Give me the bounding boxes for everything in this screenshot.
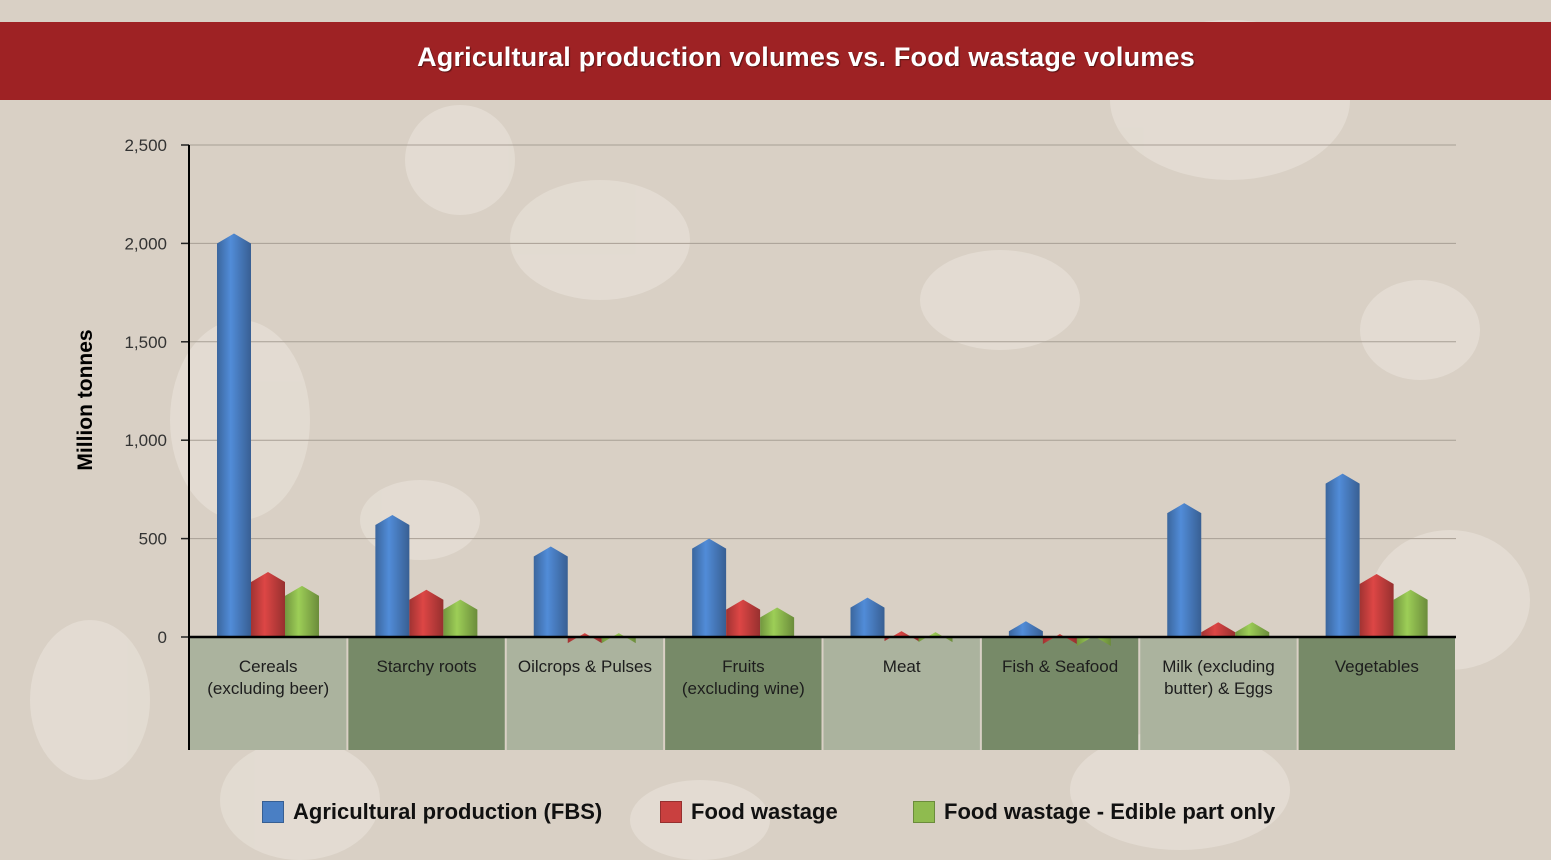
- chart-title: Agricultural production volumes vs. Food…: [417, 42, 1195, 72]
- category-panel: [981, 637, 1139, 750]
- legend-label-production: Agricultural production (FBS): [293, 799, 603, 824]
- category-panel: [665, 637, 822, 750]
- legend-swatch-edible-part: [913, 801, 935, 823]
- bar-food-wastage: [1201, 622, 1236, 637]
- bar-production: [850, 597, 885, 637]
- category-label: Cereals (excluding beer): [207, 657, 330, 698]
- bar-production: [1325, 473, 1360, 637]
- category-label: Milk (excluding butter) & Eggs: [1162, 657, 1275, 698]
- y-tick-label: 2,500: [124, 136, 167, 155]
- bar-production: [692, 538, 727, 637]
- category-label: Meat: [882, 657, 921, 676]
- bar-edible-part: [1076, 636, 1111, 647]
- y-tick-label: 0: [158, 628, 167, 647]
- bar-food-wastage: [726, 599, 761, 637]
- legend-label-food-wastage: Food wastage: [691, 799, 838, 824]
- y-tick-label: 1,500: [124, 333, 167, 352]
- category-panel: [1298, 637, 1455, 750]
- bar-edible-part: [1235, 622, 1270, 637]
- bar-edible-part: [760, 607, 795, 637]
- legend-label-edible-part: Food wastage - Edible part only: [944, 799, 1276, 824]
- bar-production: [1008, 621, 1043, 637]
- bar-edible-part: [1393, 589, 1428, 637]
- category-label: Vegetables: [1334, 657, 1419, 676]
- title-banner: [0, 22, 1551, 100]
- bar-food-wastage: [409, 589, 444, 637]
- category-panel: [348, 637, 505, 750]
- legend-swatch-food-wastage: [660, 801, 682, 823]
- category-label: Starchy roots: [376, 657, 477, 676]
- category-panel: [823, 637, 980, 750]
- category-panel: [1140, 637, 1297, 750]
- bar-edible-part: [285, 585, 319, 637]
- y-tick-label: 1,000: [124, 431, 167, 450]
- category-label: Oilcrops & Pulses: [517, 657, 653, 676]
- bar-production: [217, 233, 251, 637]
- bar-production: [1167, 503, 1202, 637]
- category-panel: [506, 637, 664, 750]
- y-axis-label: Million tonnes: [74, 329, 97, 471]
- category-label: Fish & Seafood: [1001, 657, 1119, 676]
- bar-production: [533, 546, 568, 637]
- category-label: Fruits (excluding wine): [681, 657, 805, 698]
- bar-food-wastage: [251, 572, 285, 637]
- y-tick-label: 500: [139, 530, 167, 549]
- bar-food-wastage: [1359, 574, 1394, 637]
- legend-swatch-production: [262, 801, 284, 823]
- y-tick-label: 2,000: [124, 234, 167, 253]
- bar-production: [375, 514, 410, 637]
- category-panel: [190, 637, 347, 750]
- bar-edible-part: [443, 599, 478, 637]
